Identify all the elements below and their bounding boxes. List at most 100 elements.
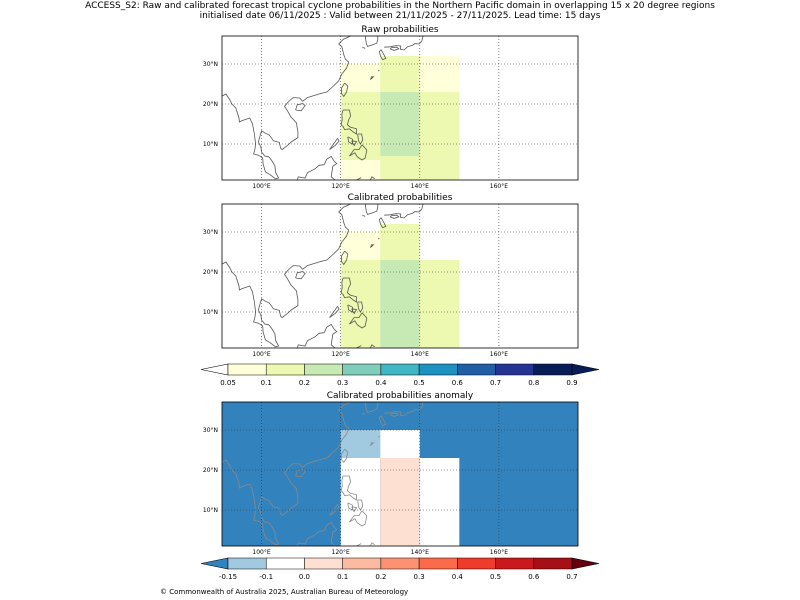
coastline — [378, 415, 387, 427]
probability-colorbar: 0.05 0.1 0.2 0.3 0.4 0.5 0.6 0.7 0.8 0.9 — [200, 363, 600, 387]
colorbar-swatch — [304, 557, 343, 570]
x-tick-label: 140°E — [411, 549, 429, 556]
coastline — [341, 250, 349, 266]
coastline — [369, 244, 375, 249]
colorbar-tick-label: 0.1 — [261, 379, 272, 387]
probability-cell — [340, 160, 381, 180]
coastline — [347, 136, 353, 145]
figure-title-line1: ACCESS_S2: Raw and calibrated forecast t… — [85, 1, 715, 11]
anomaly-colorbar: -0.15 -0.1 0.0 0.1 0.2 0.3 0.4 0.5 0.6 0.7 — [200, 557, 600, 581]
map-frame — [221, 401, 579, 547]
x-tick-label: 120°E — [332, 549, 350, 556]
colorbar-extend-low — [200, 363, 229, 376]
colorbar-swatch — [495, 363, 535, 376]
coastline — [222, 204, 351, 348]
probability-cell — [419, 260, 460, 348]
coastline — [351, 308, 358, 315]
coastline — [323, 323, 338, 348]
copyright-notice: © Commonwealth of Australia 2025, Austra… — [160, 588, 408, 596]
colorbar-swatch — [533, 557, 573, 570]
coastline — [347, 502, 353, 511]
colorbar-swatch — [457, 363, 496, 376]
colorbar-swatch — [495, 557, 535, 570]
colorbar-tick-label: -0.15 — [219, 573, 237, 581]
probability-cell — [419, 458, 460, 546]
coastline — [356, 177, 362, 180]
x-tick-label: 160°E — [490, 351, 508, 358]
colorbar-swatch — [380, 363, 420, 376]
coastline — [384, 204, 424, 219]
coastline — [369, 442, 375, 447]
probability-cell — [419, 92, 460, 180]
coastline — [295, 103, 306, 112]
probability-cell — [380, 224, 420, 260]
colorbar-swatch — [380, 557, 420, 570]
x-tick-label: 160°E — [490, 183, 508, 190]
coastline — [351, 506, 358, 513]
colorbar-extend-high — [571, 363, 600, 376]
panel-title: Calibrated probabilities anomaly — [327, 391, 474, 401]
colorbar-extend-high — [571, 557, 600, 570]
colorbar-tick-label: 0.6 — [528, 573, 540, 581]
coastline — [349, 510, 368, 527]
colorbar-swatch — [457, 557, 496, 570]
coastline — [377, 435, 380, 438]
x-tick-label: 100°E — [252, 549, 270, 556]
colorbar-tick-label: 0.2 — [299, 379, 310, 387]
probability-cell — [340, 260, 381, 348]
coastline — [362, 46, 366, 49]
probability-cell — [380, 260, 420, 348]
y-tick-label: 10°N — [203, 309, 218, 316]
coastline — [295, 469, 306, 478]
anomaly-map: Calibrated probabilities anomaly 100°E 120… — [203, 391, 579, 556]
probability-cell — [380, 458, 420, 546]
coastline — [384, 402, 424, 417]
x-tick-label: 120°E — [332, 351, 350, 358]
colorbar-swatch — [533, 363, 573, 376]
coastline — [389, 412, 400, 417]
coastline — [377, 237, 380, 240]
colorbar-tick-label: 0.8 — [528, 379, 539, 387]
probability-cell — [380, 430, 420, 458]
colorbar-tick-label: 0.2 — [375, 573, 386, 581]
colorbar-tick-label: 0.05 — [220, 379, 236, 387]
probability-cell — [380, 156, 420, 180]
colorbar-tick-label: 0.9 — [566, 379, 577, 387]
panel-title: Raw probabilities — [361, 25, 439, 35]
coastline — [296, 164, 325, 180]
colorbar-swatch — [418, 363, 458, 376]
x-tick-label: 100°E — [252, 351, 270, 358]
coastline — [222, 402, 351, 546]
colorbar-extend-low — [200, 557, 229, 570]
coastline — [340, 475, 357, 501]
coastline — [369, 344, 375, 348]
coastline — [329, 503, 340, 516]
coastline — [369, 176, 375, 180]
coastline — [377, 69, 380, 72]
y-tick-label: 20°N — [203, 101, 218, 108]
coastline — [349, 312, 368, 329]
probability-cell — [419, 56, 460, 92]
x-tick-label: 100°E — [252, 183, 270, 190]
colorbar-swatch — [342, 363, 382, 376]
y-tick-label: 30°N — [203, 229, 218, 236]
coastline — [357, 133, 364, 145]
colorbar-swatch — [227, 363, 267, 376]
colorbar-tick-label: 0.3 — [337, 379, 348, 387]
x-tick-label: 160°E — [490, 549, 508, 556]
x-tick-label: 120°E — [332, 183, 350, 190]
coastline — [364, 402, 379, 413]
probability-cell — [380, 92, 420, 156]
colorbar-tick-label: 0.4 — [375, 379, 387, 387]
coastline — [296, 530, 325, 546]
coastline — [364, 204, 379, 215]
coastline — [378, 217, 387, 229]
calibrated-probabilities-map: Calibrated probabilities 100°E 120°E 140°E 1… — [203, 193, 579, 358]
coastline — [347, 304, 353, 313]
colorbar-tick-label: -0.1 — [259, 573, 273, 581]
coastline — [351, 140, 358, 147]
raw-probabilities-map: Raw probabilities 100°E 120°E 140°E 160°E 10°… — [203, 25, 579, 190]
figure-title-line2: initialised date 06/11/2025 : Valid betw… — [200, 11, 601, 21]
coastline — [296, 332, 325, 348]
